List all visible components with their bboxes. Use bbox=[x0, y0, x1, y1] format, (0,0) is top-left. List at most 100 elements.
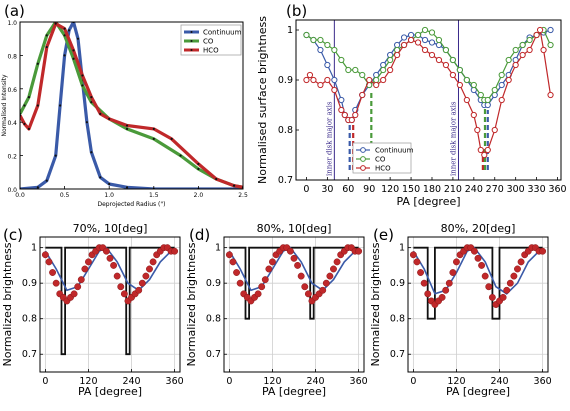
data-point bbox=[338, 96, 345, 104]
data-point bbox=[453, 258, 460, 266]
data-point bbox=[449, 269, 457, 276]
data-point bbox=[491, 86, 498, 94]
data-point bbox=[41, 251, 49, 259]
legend-entry: CO bbox=[375, 156, 386, 164]
data-point bbox=[99, 112, 102, 115]
x-tick-label: 120 bbox=[263, 376, 281, 387]
x-tick-label: 210 bbox=[444, 184, 462, 195]
data-point bbox=[306, 71, 314, 79]
plot-area bbox=[41, 244, 179, 356]
data-point bbox=[99, 176, 102, 179]
data-point bbox=[142, 272, 150, 280]
data-point bbox=[63, 34, 66, 37]
x-tick-label: 240 bbox=[122, 376, 140, 387]
series-model-smooth bbox=[412, 246, 543, 295]
y-tick-label: 0.0 bbox=[7, 187, 17, 194]
data-point bbox=[519, 51, 526, 59]
legend-marker bbox=[190, 49, 193, 51]
x-tick-label: 360 bbox=[350, 376, 368, 387]
y-tick-label: 0.2 bbox=[7, 154, 17, 161]
series-model-smooth bbox=[228, 246, 359, 292]
data-point bbox=[81, 265, 89, 273]
x-tick-label: 2.5 bbox=[238, 192, 248, 199]
y-axis-label: Normalised Intensity bbox=[1, 74, 8, 136]
data-point bbox=[488, 293, 496, 301]
panel-label: (c) bbox=[3, 226, 23, 244]
y-tick-label: 1 bbox=[399, 243, 405, 254]
panel-a: (a) 0.0 0.5 1.0 1.5 2.0 2.5 0.0 0.2 0.4 0.6 0.8 1.0 D… bbox=[1, 2, 248, 208]
data-point bbox=[110, 261, 118, 269]
legend-entry: Continuum bbox=[203, 29, 242, 37]
panel-label: (b) bbox=[286, 2, 307, 20]
x-tick-label: 150 bbox=[402, 184, 420, 195]
data-point bbox=[428, 39, 436, 46]
x-tick-label: 1.0 bbox=[104, 192, 114, 199]
y-tick-label: 0.9 bbox=[22, 278, 37, 289]
data-point bbox=[421, 26, 429, 34]
data-point bbox=[499, 293, 507, 301]
legend-entry: HCO bbox=[203, 47, 219, 55]
series-model-step bbox=[413, 246, 543, 320]
data-point bbox=[517, 258, 525, 266]
data-point bbox=[77, 276, 85, 284]
data-point bbox=[331, 76, 338, 84]
data-point bbox=[449, 56, 457, 64]
panel-e: (e) 0 120 240 360 0.7 0.8 0.9 1 PA [degree] Normal… bbox=[369, 222, 552, 398]
data-point bbox=[474, 126, 481, 134]
data-point bbox=[317, 81, 324, 89]
data-point bbox=[547, 26, 554, 34]
data-point bbox=[197, 167, 200, 171]
x-axis-label: PA [degree] bbox=[262, 385, 326, 398]
data-point bbox=[117, 283, 125, 291]
x-axis-label: PA [degree] bbox=[78, 385, 142, 398]
axes-frame bbox=[223, 236, 365, 373]
data-point bbox=[324, 76, 331, 84]
data-point bbox=[414, 31, 422, 39]
data-point bbox=[324, 61, 331, 69]
axes-frame bbox=[407, 236, 549, 373]
legend-marker bbox=[360, 147, 366, 153]
y-tick-label: 0.8 bbox=[278, 125, 293, 136]
data-point bbox=[366, 76, 373, 84]
panel-d: (d) 0 120 240 360 0.7 0.8 0.9 1 PA [degree] Normal… bbox=[185, 222, 368, 398]
series-line bbox=[229, 246, 359, 320]
data-point bbox=[341, 111, 348, 119]
data-point bbox=[373, 76, 380, 84]
panel-label: (d) bbox=[189, 226, 210, 244]
data-point bbox=[387, 66, 394, 74]
x-tick-label: 0 bbox=[303, 184, 309, 195]
data-point bbox=[352, 111, 359, 119]
axes-frame bbox=[39, 236, 181, 373]
data-point bbox=[317, 36, 324, 44]
x-tick-label: 120 bbox=[381, 184, 399, 195]
x-tick-label: 270 bbox=[486, 184, 504, 195]
data-point bbox=[317, 46, 324, 54]
panel-b: (b) inner disk major axis inner disk major… bbox=[256, 2, 567, 208]
panel-title: 80%, 20[deg] bbox=[441, 222, 516, 235]
y-tick-label: 0.7 bbox=[390, 349, 405, 360]
data-point bbox=[435, 36, 443, 44]
data-point bbox=[197, 162, 200, 166]
data-point bbox=[359, 71, 366, 79]
data-point bbox=[179, 154, 182, 157]
series-line bbox=[20, 22, 243, 189]
series-line bbox=[306, 29, 551, 121]
data-point bbox=[539, 247, 547, 255]
y-tick-label: 0.4 bbox=[7, 120, 17, 127]
x-tick-label: 120 bbox=[79, 376, 97, 387]
data-point bbox=[485, 283, 493, 291]
x-tick-label: 60 bbox=[342, 184, 354, 195]
data-point bbox=[400, 41, 408, 49]
data-point bbox=[387, 56, 394, 64]
data-point bbox=[72, 49, 75, 52]
data-point bbox=[333, 258, 341, 266]
y-tick-label: 0.9 bbox=[390, 278, 405, 289]
data-point bbox=[478, 261, 486, 269]
tick-labels: 0.0 0.5 1.0 1.5 2.0 2.5 0.0 0.2 0.4 0.6 0.8 1.0 bbox=[7, 20, 247, 199]
panel-title: 80%, 10[deg] bbox=[257, 222, 332, 235]
panel-label: (e) bbox=[373, 226, 394, 244]
series-hco bbox=[20, 22, 243, 189]
data-point bbox=[536, 26, 544, 34]
